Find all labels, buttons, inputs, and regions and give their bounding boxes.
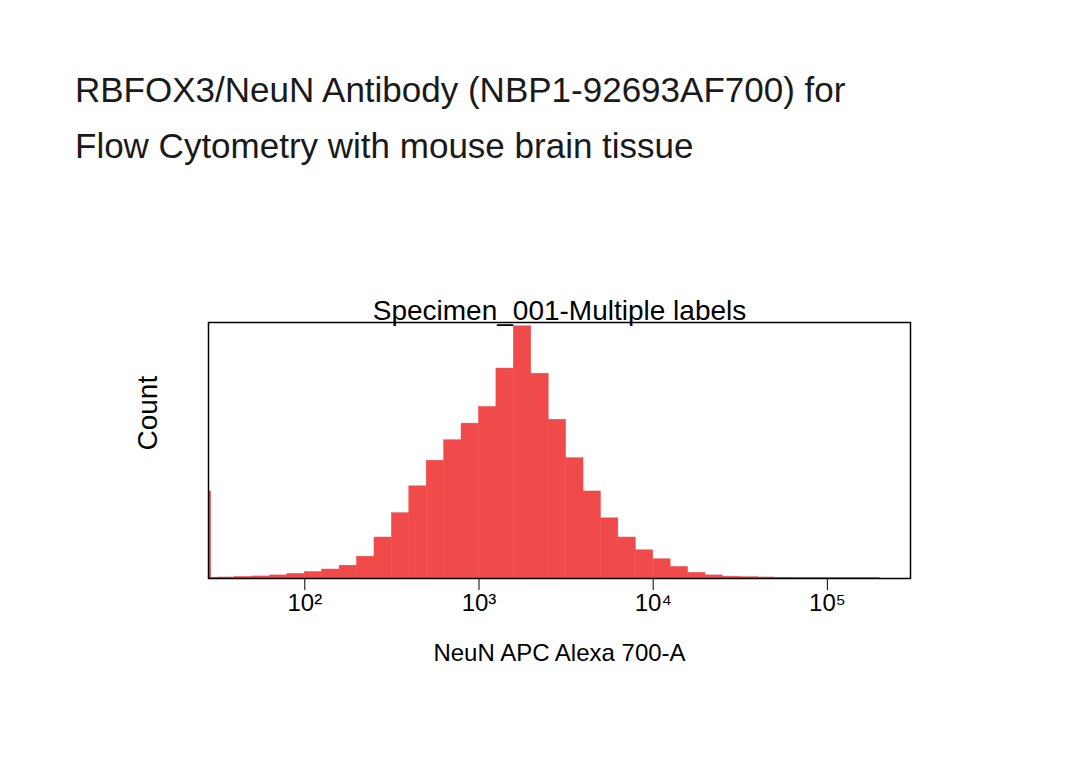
svg-text:10³: 10³ xyxy=(462,589,497,616)
html-text:Flow Cytometry with mouse brai: Flow Cytometry with mouse brain tissue xyxy=(75,126,694,165)
html-text:RBFOX3/NeuN Antibody (NBP1-926: RBFOX3/NeuN Antibody (NBP1-92693AF700) f… xyxy=(75,70,846,109)
svg-text:Specimen_001-Multiple labels: Specimen_001-Multiple labels xyxy=(373,295,747,326)
svg-text:NeuN APC Alexa 700-A: NeuN APC Alexa 700-A xyxy=(433,639,685,666)
svg-text:10²: 10² xyxy=(287,589,322,616)
svg-text:10⁵: 10⁵ xyxy=(809,589,846,616)
svg-text:10⁴: 10⁴ xyxy=(635,589,672,616)
svg-text:Count: Count xyxy=(132,376,163,451)
